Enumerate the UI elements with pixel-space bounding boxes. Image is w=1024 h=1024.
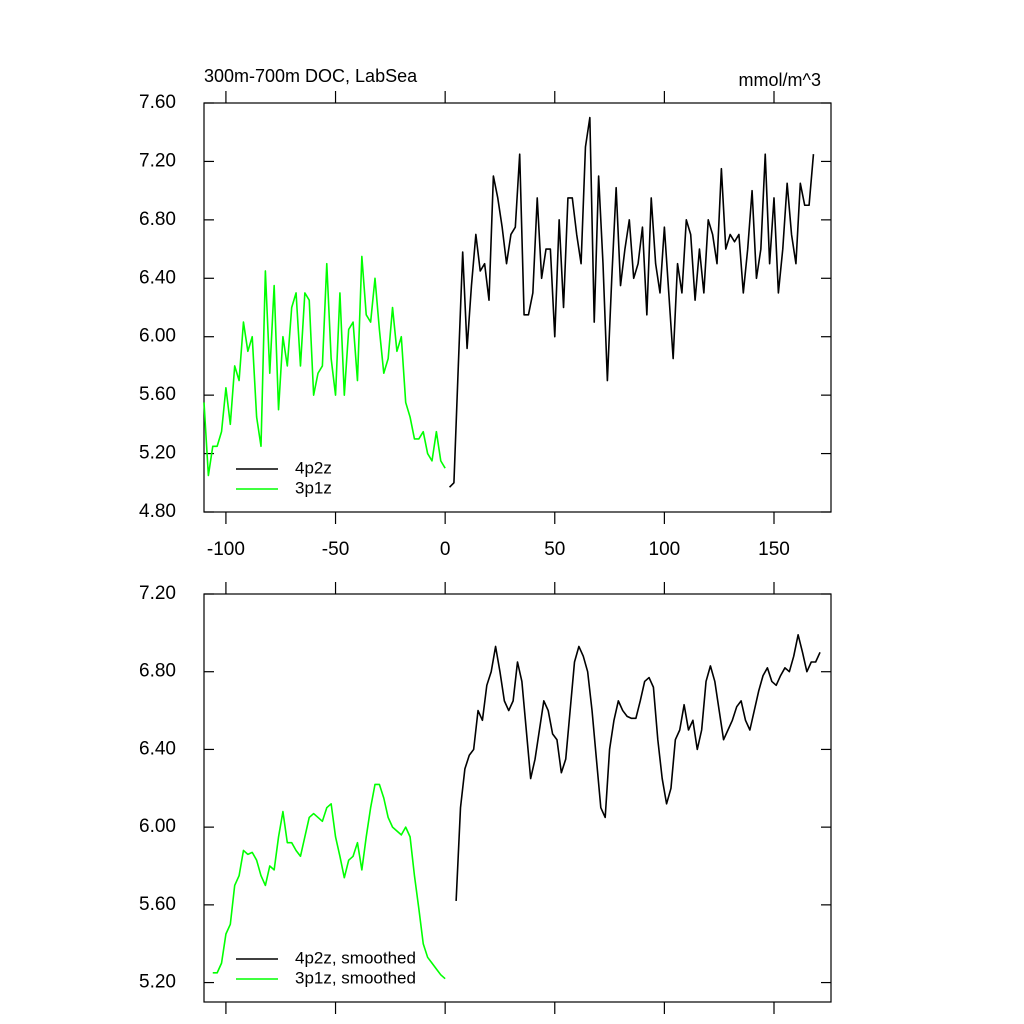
legend-label: 3p1z, smoothed xyxy=(295,968,416,987)
legend-label: 4p2z xyxy=(295,458,332,477)
y-tick-label: 6.80 xyxy=(139,209,176,230)
y-tick-label: 6.00 xyxy=(139,816,176,837)
data-line xyxy=(448,116,815,488)
x-tick-label: 100 xyxy=(649,539,681,560)
y-tick-label: 7.20 xyxy=(139,583,176,604)
y-tick-label: 5.20 xyxy=(139,972,176,993)
y-tick-label: 7.60 xyxy=(139,92,176,113)
y-tick-label: 6.80 xyxy=(139,661,176,682)
y-tick-label: 5.20 xyxy=(139,443,176,464)
y-tick-label: 5.60 xyxy=(139,894,176,915)
data-line xyxy=(212,783,446,980)
legend-label: 4p2z, smoothed xyxy=(295,948,416,967)
units-label: mmol/m^3 xyxy=(739,70,821,90)
y-tick-label: 5.60 xyxy=(139,384,176,405)
y-tick-label: 4.80 xyxy=(139,501,176,522)
y-tick-label: 6.00 xyxy=(139,326,176,347)
plot-frame xyxy=(203,102,832,513)
x-tick-label: 150 xyxy=(758,539,790,560)
y-tick-label: 7.20 xyxy=(139,150,176,171)
data-line xyxy=(203,255,446,477)
x-tick-label: -50 xyxy=(322,539,349,560)
x-tick-label: 0 xyxy=(440,539,451,560)
chart-title: 300m-700m DOC, LabSea xyxy=(204,66,418,86)
data-line xyxy=(455,634,821,902)
y-tick-label: 6.40 xyxy=(139,267,176,288)
plot-frame xyxy=(203,593,832,1003)
y-tick-label: 6.40 xyxy=(139,738,176,759)
legend-label: 3p1z xyxy=(295,478,332,497)
x-tick-label: -100 xyxy=(207,539,245,560)
x-tick-label: 50 xyxy=(544,539,565,560)
